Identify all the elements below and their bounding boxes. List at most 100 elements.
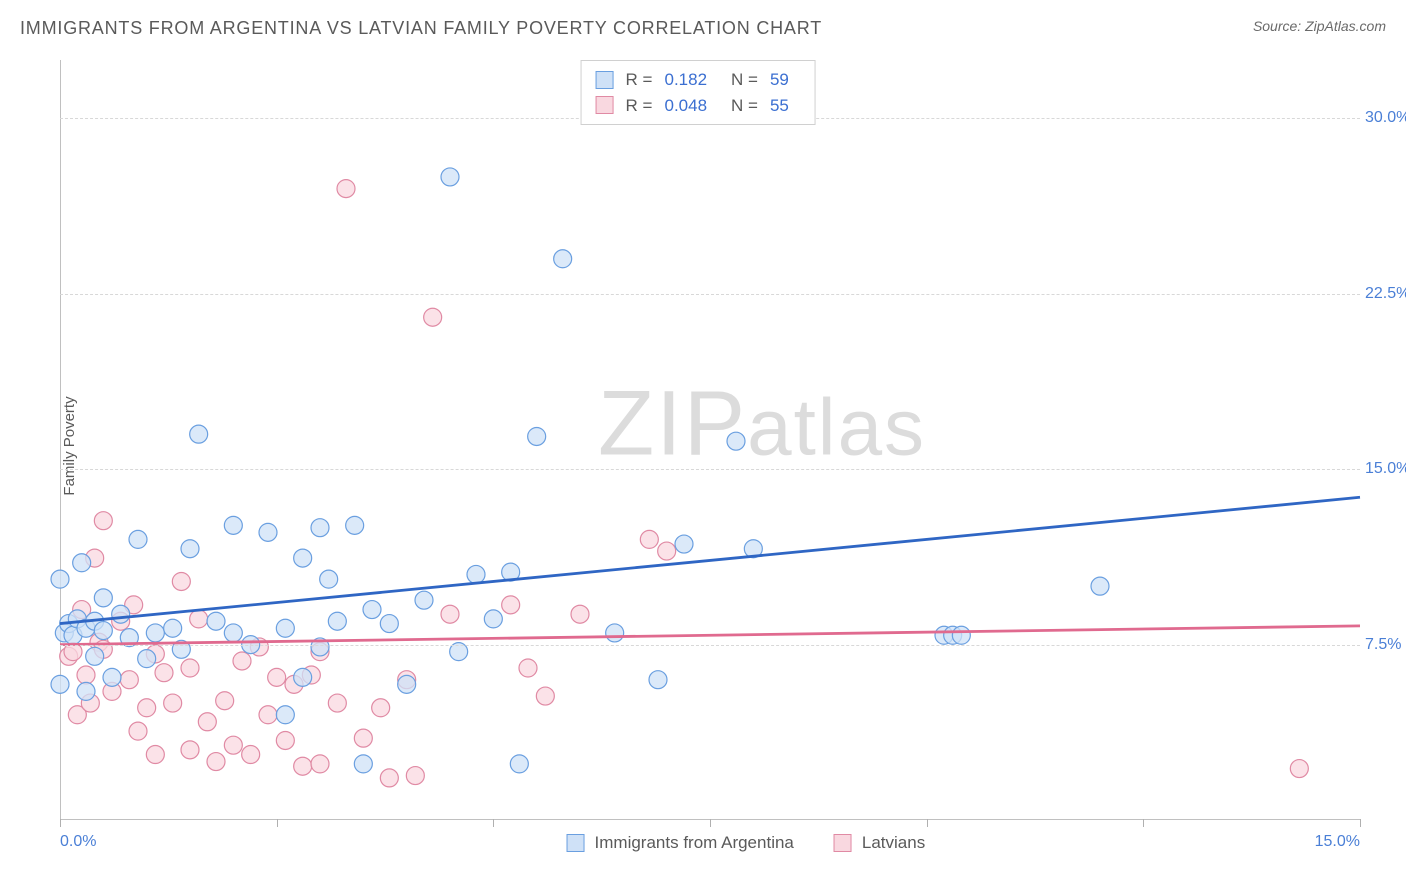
data-point (727, 432, 745, 450)
legend-swatch (596, 96, 614, 114)
data-point (1091, 577, 1109, 595)
gridline (60, 294, 1360, 295)
data-point (415, 591, 433, 609)
x-tick (1143, 819, 1144, 827)
data-point (484, 610, 502, 628)
series-legend: Immigrants from Argentina Latvians (567, 833, 926, 853)
data-point (658, 542, 676, 560)
data-point (354, 729, 372, 747)
data-point (363, 601, 381, 619)
r-value: 0.048 (664, 93, 707, 119)
data-point (276, 619, 294, 637)
y-tick-label: 30.0% (1365, 109, 1406, 127)
data-point (510, 755, 528, 773)
x-tick (927, 819, 928, 827)
gridline (60, 469, 1360, 470)
x-tick (493, 819, 494, 827)
data-point (259, 706, 277, 724)
data-point (554, 250, 572, 268)
data-point (146, 624, 164, 642)
r-value: 0.182 (664, 67, 707, 93)
chart-title: IMMIGRANTS FROM ARGENTINA VS LATVIAN FAM… (20, 18, 822, 39)
data-point (320, 570, 338, 588)
data-point (242, 746, 260, 764)
x-tick-max: 15.0% (1315, 833, 1360, 851)
data-point (94, 512, 112, 530)
y-tick-label: 7.5% (1365, 636, 1401, 654)
data-point (207, 753, 225, 771)
legend-label: Latvians (862, 833, 925, 853)
data-point (224, 624, 242, 642)
data-point (268, 668, 286, 686)
data-point (519, 659, 537, 677)
data-point (94, 622, 112, 640)
trend-line (60, 626, 1360, 645)
x-tick-min: 0.0% (60, 833, 96, 851)
data-point (233, 652, 251, 670)
data-point (190, 610, 208, 628)
data-point (181, 540, 199, 558)
n-value: 55 (770, 93, 789, 119)
plot-area: ZIPatlas R =0.182N =59R =0.048N =55 7.5%… (60, 60, 1360, 820)
data-point (51, 570, 69, 588)
data-point (380, 615, 398, 633)
legend-swatch (834, 834, 852, 852)
trend-line (60, 497, 1360, 623)
data-point (294, 668, 312, 686)
data-point (181, 659, 199, 677)
data-point (311, 755, 329, 773)
data-point (224, 516, 242, 534)
n-value: 59 (770, 67, 789, 93)
legend-stat-row: R =0.048N =55 (596, 93, 801, 119)
data-point (73, 554, 91, 572)
source-name: ZipAtlas.com (1305, 18, 1386, 34)
data-point (138, 650, 156, 668)
data-point (372, 699, 390, 717)
data-point (120, 671, 138, 689)
data-point (198, 713, 216, 731)
data-point (181, 741, 199, 759)
legend-swatch (596, 71, 614, 89)
data-point (640, 530, 658, 548)
chart-canvas (60, 60, 1360, 819)
data-point (380, 769, 398, 787)
gridline (60, 645, 1360, 646)
legend-label: Immigrants from Argentina (595, 833, 794, 853)
data-point (406, 767, 424, 785)
data-point (112, 605, 130, 623)
data-point (146, 746, 164, 764)
data-point (337, 180, 355, 198)
legend-swatch (567, 834, 585, 852)
correlation-legend: R =0.182N =59R =0.048N =55 (581, 60, 816, 125)
data-point (164, 619, 182, 637)
data-point (528, 427, 546, 445)
data-point (155, 664, 173, 682)
y-tick-label: 22.5% (1365, 285, 1406, 303)
x-tick (277, 819, 278, 827)
data-point (86, 647, 104, 665)
data-point (311, 519, 329, 537)
data-point (77, 682, 95, 700)
data-point (675, 535, 693, 553)
data-point (467, 565, 485, 583)
data-point (328, 694, 346, 712)
data-point (398, 675, 416, 693)
y-tick-label: 15.0% (1365, 460, 1406, 478)
data-point (606, 624, 624, 642)
data-point (224, 736, 242, 754)
x-tick (60, 819, 61, 827)
r-label: R = (626, 93, 653, 119)
data-point (207, 612, 225, 630)
data-point (138, 699, 156, 717)
legend-item: Immigrants from Argentina (567, 833, 794, 853)
data-point (952, 626, 970, 644)
data-point (354, 755, 372, 773)
data-point (536, 687, 554, 705)
data-point (129, 530, 147, 548)
data-point (571, 605, 589, 623)
source-attribution: Source: ZipAtlas.com (1253, 18, 1386, 34)
data-point (441, 168, 459, 186)
data-point (190, 425, 208, 443)
data-point (424, 308, 442, 326)
data-point (276, 706, 294, 724)
